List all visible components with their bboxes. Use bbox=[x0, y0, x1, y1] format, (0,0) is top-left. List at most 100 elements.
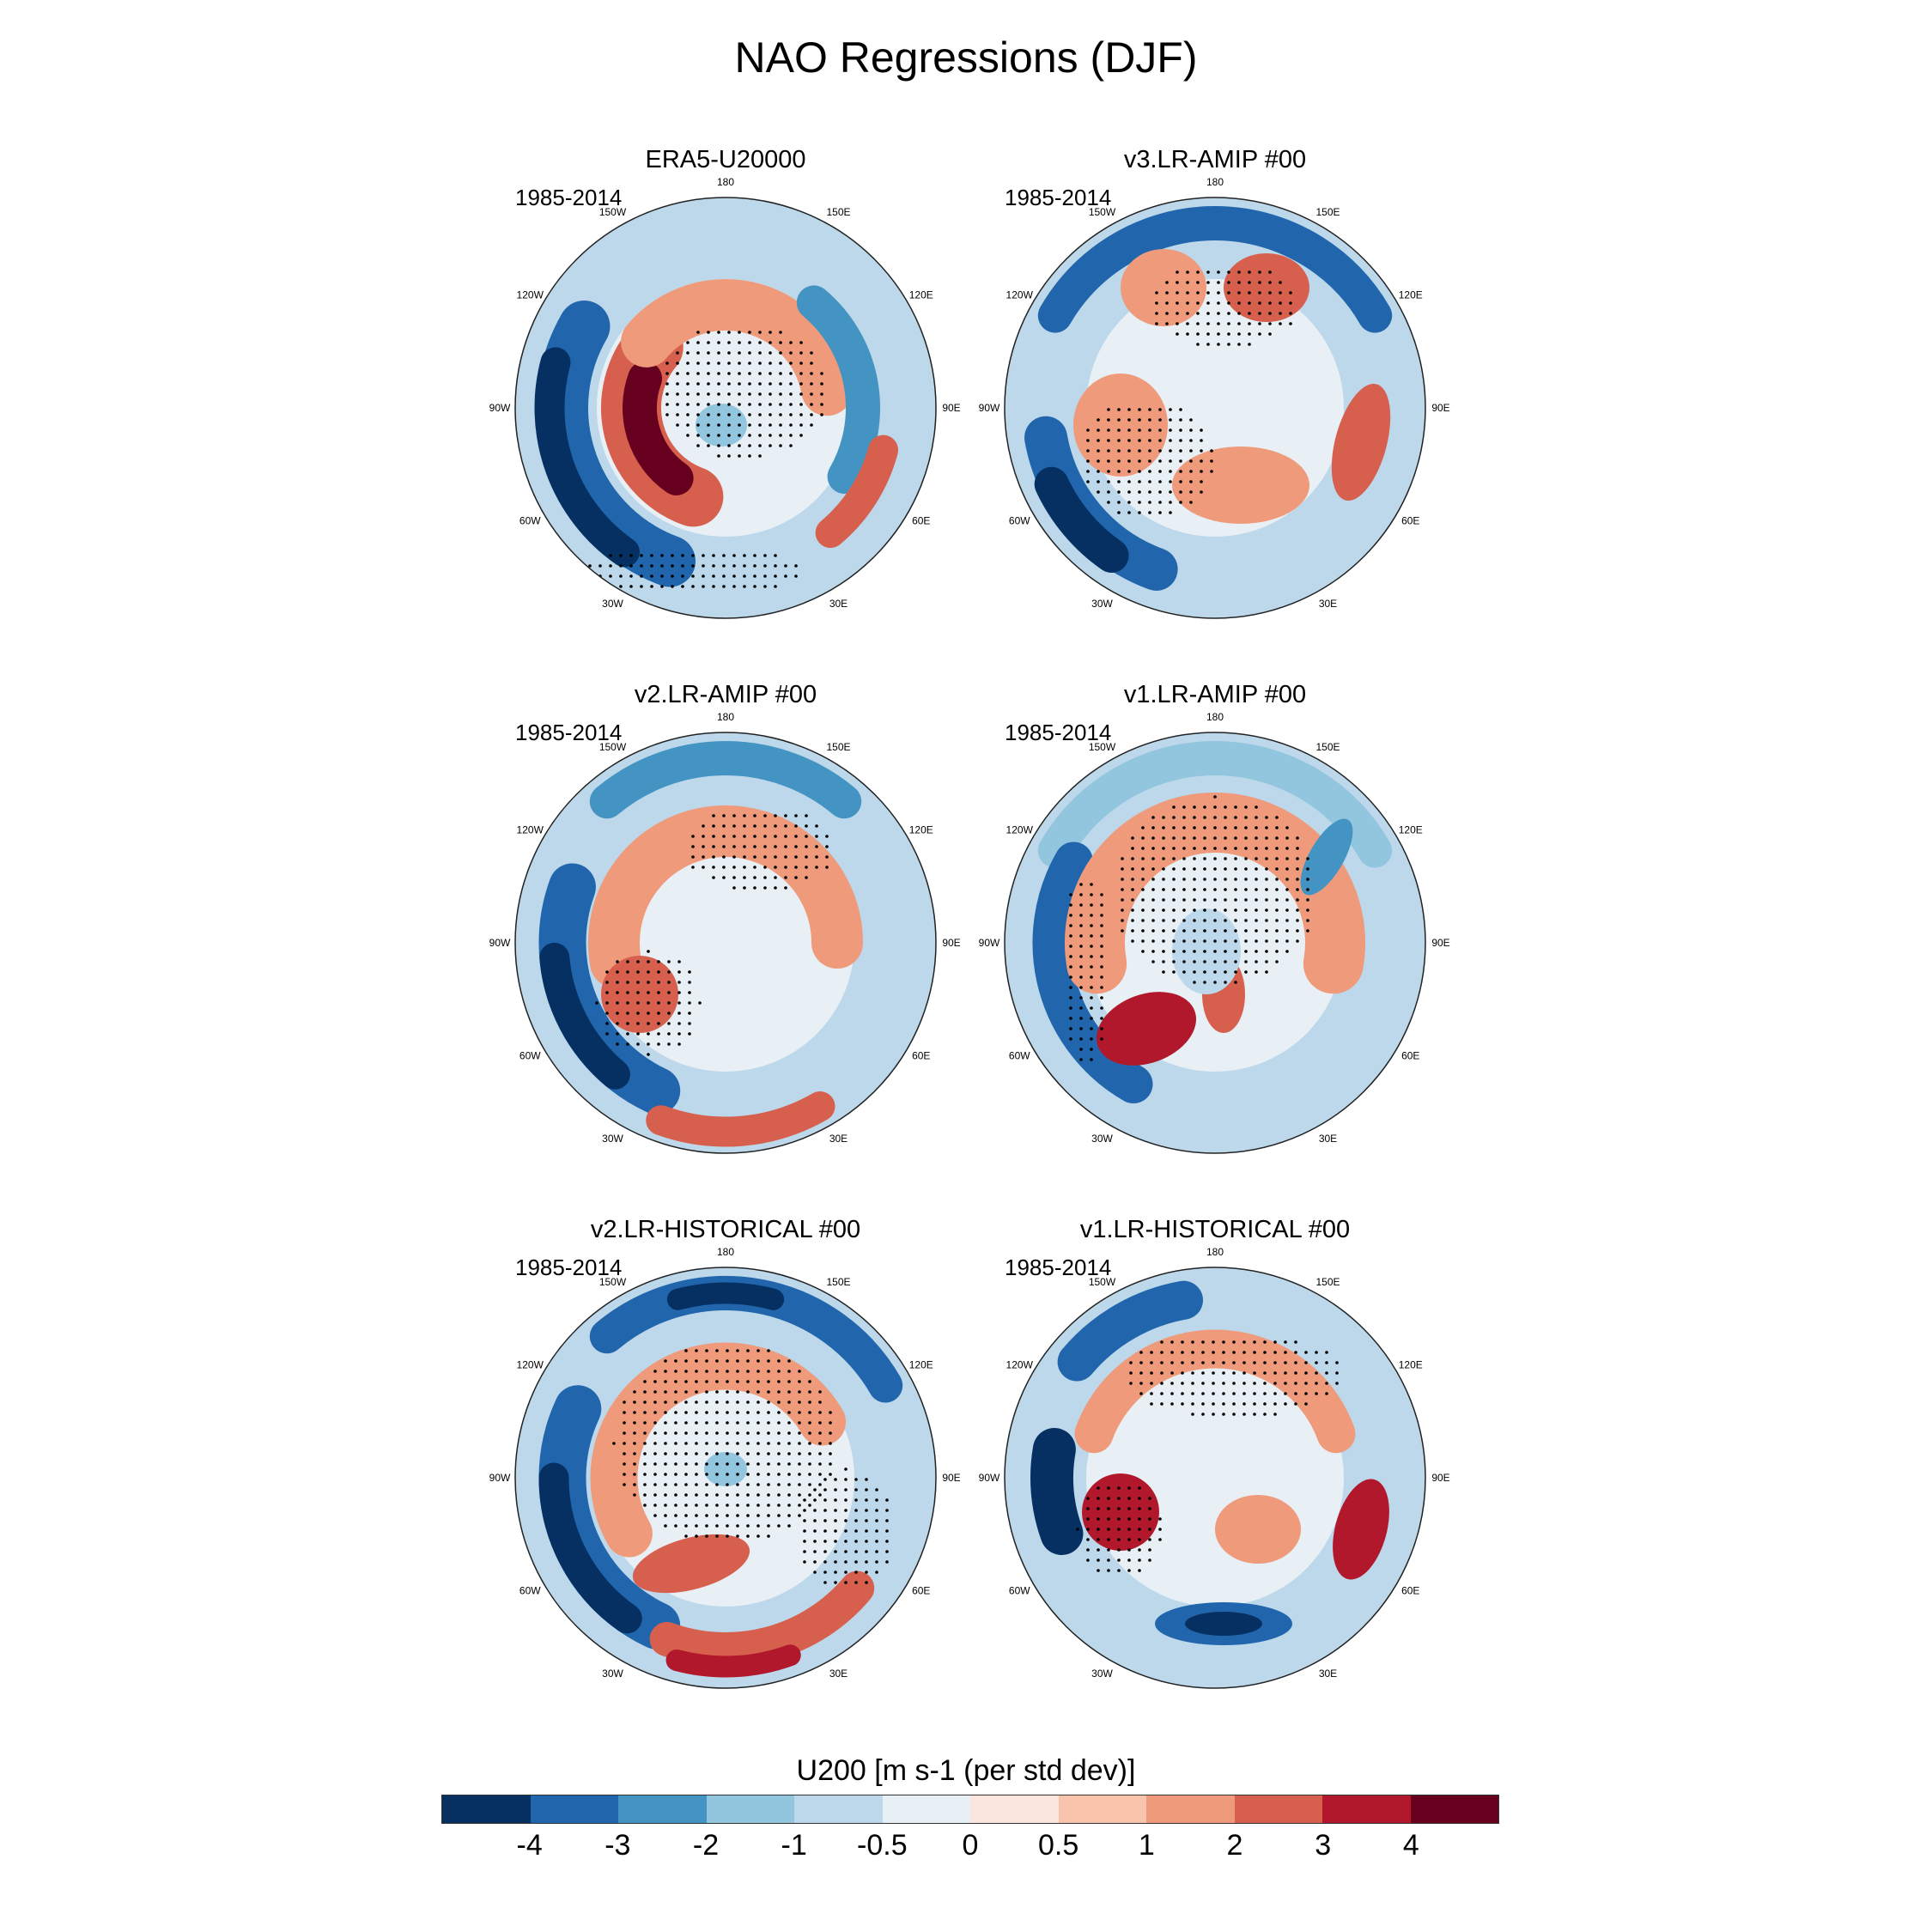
longitude-label: 120E bbox=[909, 824, 933, 836]
longitude-label: 150E bbox=[826, 741, 850, 753]
panel-period: 1985-2014 bbox=[515, 720, 623, 745]
longitude-label: 30W bbox=[1091, 1668, 1113, 1680]
longitude-label: 30E bbox=[829, 1133, 848, 1145]
panel-period: 1985-2014 bbox=[1005, 720, 1112, 745]
longitude-label: 150E bbox=[1315, 206, 1340, 218]
longitude-label: 150E bbox=[1315, 1276, 1340, 1288]
map-boundary bbox=[514, 197, 937, 619]
panel-title: v2.LR-AMIP #00 bbox=[634, 681, 817, 708]
colorbar-tick-label: -4 bbox=[516, 1829, 543, 1862]
longitude-label: 90W bbox=[489, 1472, 511, 1484]
longitude-label: 150E bbox=[826, 1276, 850, 1288]
map-panel: 180150E120E90E60E30E030W60W90W120W150Wv1… bbox=[979, 1216, 1511, 1697]
colorbar-swatch bbox=[794, 1795, 883, 1823]
longitude-label: 150W bbox=[1089, 206, 1116, 218]
colorbar-tick-label: 1 bbox=[1138, 1829, 1155, 1862]
colorbar-tick-label: -0.5 bbox=[857, 1829, 908, 1862]
colorbar bbox=[441, 1795, 1499, 1824]
longitude-label: 90W bbox=[979, 1472, 1000, 1484]
field-contours bbox=[515, 1267, 936, 1688]
longitude-label: 90E bbox=[942, 937, 960, 949]
colorbar-swatch bbox=[1322, 1795, 1411, 1823]
longitude-label: 120W bbox=[1006, 289, 1034, 301]
map-boundary bbox=[1004, 1267, 1426, 1689]
polar-map: 180150E120E90E60E30E030W60W90W120W150W bbox=[489, 1246, 961, 1689]
longitude-label: 120E bbox=[1399, 824, 1423, 836]
panel-period: 1985-2014 bbox=[515, 1255, 623, 1280]
longitude-label: 30E bbox=[829, 1668, 848, 1680]
field-contours bbox=[1005, 197, 1425, 618]
colorbar-tick-label: 4 bbox=[1402, 1829, 1419, 1862]
colorbar-tick-label: 3 bbox=[1315, 1829, 1332, 1862]
longitude-label: 30E bbox=[1319, 598, 1337, 610]
map-panel: 180150E120E90E60E30E030W60W90W120W150WER… bbox=[489, 146, 1022, 627]
colorbar-tick-label: 2 bbox=[1226, 1829, 1243, 1862]
panel-title: v2.LR-HISTORICAL #00 bbox=[590, 1216, 861, 1243]
longitude-label: 60E bbox=[1401, 1585, 1419, 1597]
longitude-label: 150W bbox=[1089, 741, 1116, 753]
longitude-label: 150W bbox=[1089, 1276, 1116, 1288]
colorbar-swatch bbox=[1146, 1795, 1235, 1823]
panel-title: v1.LR-AMIP #00 bbox=[1123, 681, 1307, 708]
colorbar-swatch bbox=[706, 1795, 794, 1823]
colorbar-swatch bbox=[618, 1795, 707, 1823]
longitude-label: 150E bbox=[826, 206, 850, 218]
longitude-label: 30W bbox=[1091, 1133, 1113, 1145]
longitude-label: 90E bbox=[942, 1472, 960, 1484]
field-contours bbox=[1005, 1267, 1425, 1688]
colorbar-tick-label: -1 bbox=[781, 1829, 807, 1862]
polar-map: 180150E120E90E60E30E030W60W90W120W150W bbox=[489, 176, 961, 619]
longitude-label: 90W bbox=[979, 937, 1000, 949]
colorbar-swatch bbox=[882, 1795, 970, 1823]
colorbar-swatch bbox=[970, 1795, 1059, 1823]
colorbar-title: U200 [m s-1 (per std dev)] bbox=[796, 1754, 1136, 1787]
longitude-label: 120E bbox=[1399, 1359, 1423, 1371]
longitude-label: 60E bbox=[1401, 515, 1419, 527]
longitude-label: 60W bbox=[519, 1585, 541, 1597]
polar-map: 180150E120E90E60E30E030W60W90W120W150W bbox=[979, 711, 1450, 1154]
longitude-label: 120W bbox=[517, 289, 544, 301]
map-panel: 180150E120E90E60E30E030W60W90W120W150Wv2… bbox=[489, 681, 1022, 1162]
longitude-label: 30E bbox=[829, 598, 848, 610]
map-boundary bbox=[514, 1267, 937, 1689]
panel-period: 1985-2014 bbox=[515, 185, 623, 210]
figure-title: NAO Regressions (DJF) bbox=[734, 33, 1198, 82]
longitude-label: 60E bbox=[912, 1585, 930, 1597]
longitude-label: 60W bbox=[1009, 1585, 1030, 1597]
map-panel: 180150E120E90E60E30E030W60W90W120W150Wv1… bbox=[979, 681, 1511, 1162]
longitude-label: 90W bbox=[489, 937, 511, 949]
longitude-label: 180 bbox=[717, 1246, 734, 1258]
longitude-label: 30E bbox=[1319, 1133, 1337, 1145]
longitude-label: 60W bbox=[519, 1050, 541, 1062]
longitude-label: 180 bbox=[1206, 176, 1224, 188]
longitude-label: 90E bbox=[1431, 937, 1449, 949]
longitude-label: 150E bbox=[1315, 741, 1340, 753]
longitude-label: 90W bbox=[489, 402, 511, 414]
longitude-label: 60E bbox=[1401, 1050, 1419, 1062]
polar-map: 180150E120E90E60E30E030W60W90W120W150W bbox=[979, 176, 1450, 619]
colorbar-tick-label: -3 bbox=[605, 1829, 631, 1862]
panel-title: v1.LR-HISTORICAL #00 bbox=[1079, 1216, 1351, 1243]
longitude-label: 60E bbox=[912, 1050, 930, 1062]
polar-map: 180150E120E90E60E30E030W60W90W120W150W bbox=[979, 1246, 1450, 1689]
longitude-label: 120E bbox=[909, 1359, 933, 1371]
longitude-label: 30W bbox=[602, 1133, 623, 1145]
longitude-label: 60W bbox=[1009, 1050, 1030, 1062]
colorbar-tick-label: 0 bbox=[962, 1829, 979, 1862]
panel-title: v3.LR-AMIP #00 bbox=[1123, 146, 1307, 173]
colorbar-swatch bbox=[1410, 1795, 1498, 1823]
field-contours bbox=[515, 197, 936, 618]
polar-map: 180150E120E90E60E30E030W60W90W120W150W bbox=[489, 711, 961, 1154]
longitude-label: 180 bbox=[717, 711, 734, 723]
longitude-label: 120W bbox=[1006, 824, 1034, 836]
longitude-label: 90E bbox=[942, 402, 960, 414]
longitude-label: 150W bbox=[599, 741, 627, 753]
colorbar-swatch bbox=[442, 1795, 531, 1823]
field-contours bbox=[1005, 732, 1425, 1153]
longitude-label: 60W bbox=[1009, 515, 1030, 527]
colorbar-tick-label: -2 bbox=[692, 1829, 720, 1862]
colorbar-swatch bbox=[1234, 1795, 1322, 1823]
map-boundary bbox=[1004, 732, 1426, 1154]
longitude-label: 120W bbox=[1006, 1359, 1034, 1371]
field-contours bbox=[515, 732, 936, 1153]
